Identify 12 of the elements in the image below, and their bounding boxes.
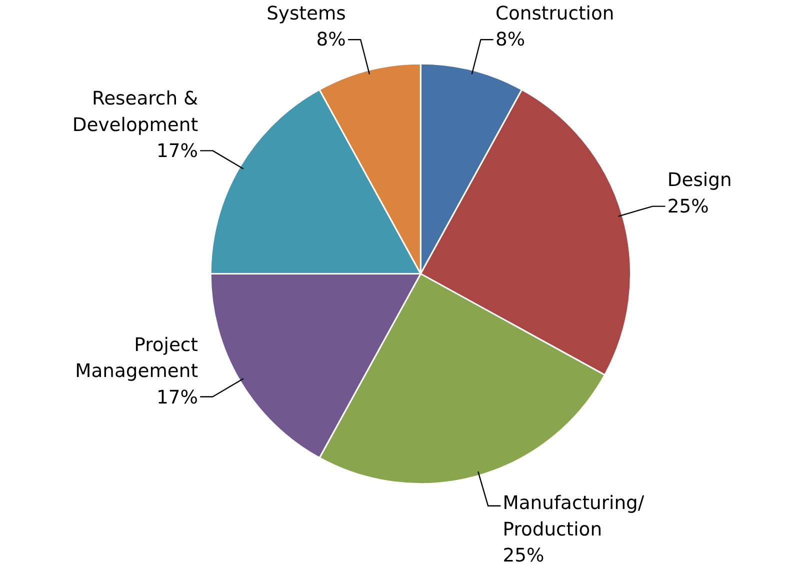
slice-label: Systems (266, 3, 346, 24)
slice-label: Design (667, 170, 732, 192)
data-label: 25% (502, 546, 544, 567)
data-label: 17% (156, 387, 198, 408)
slice-label: Research & Development (72, 88, 198, 136)
slice-label: Project Management (75, 334, 198, 382)
data-label: 8% (316, 30, 346, 51)
data-label: 25% (667, 196, 709, 218)
slice-label: Construction (495, 3, 614, 24)
data-label: 17% (156, 141, 198, 162)
slice-label: Manufacturing/ Production (502, 493, 645, 540)
data-label: 8% (495, 30, 526, 51)
